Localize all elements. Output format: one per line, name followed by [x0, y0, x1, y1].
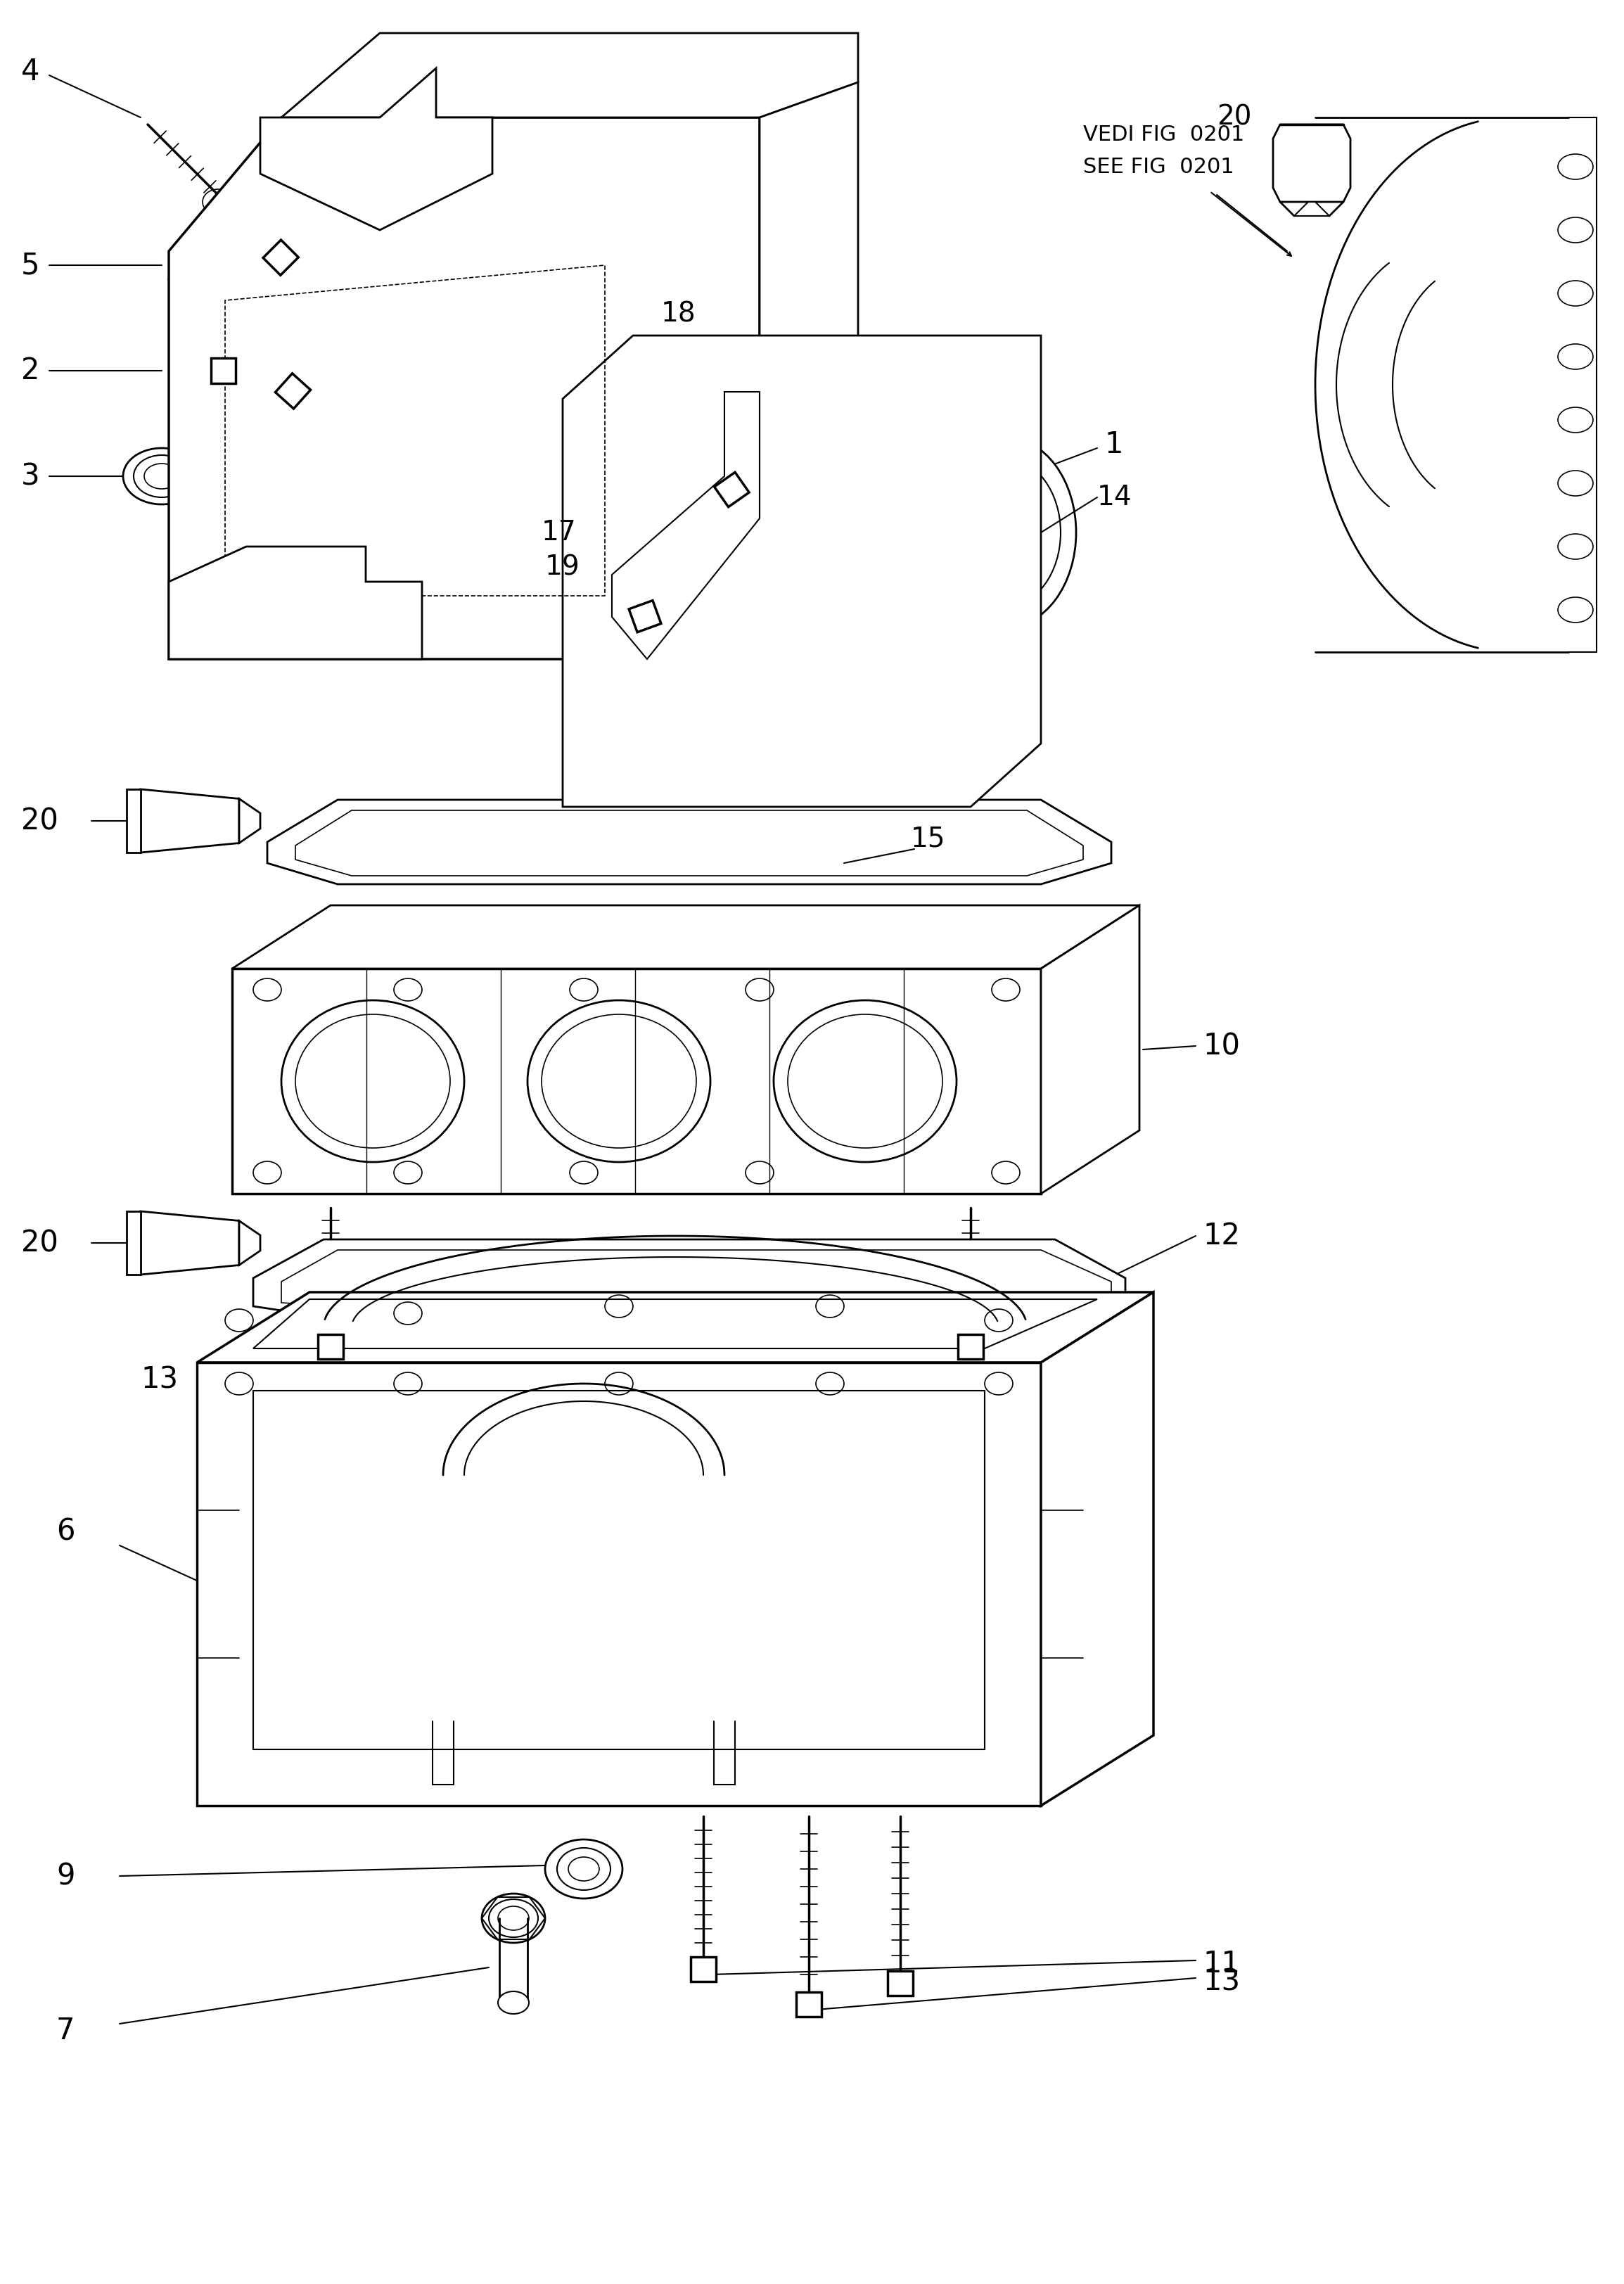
Polygon shape — [239, 799, 260, 843]
Polygon shape — [318, 1334, 343, 1359]
Polygon shape — [197, 1293, 1153, 1364]
Text: 10: 10 — [1203, 1030, 1241, 1060]
Polygon shape — [127, 1211, 141, 1274]
Text: 2: 2 — [21, 356, 39, 386]
Ellipse shape — [489, 1900, 538, 1937]
Ellipse shape — [528, 1000, 710, 1163]
Polygon shape — [276, 372, 310, 409]
Ellipse shape — [952, 459, 1060, 605]
Text: 20: 20 — [21, 1229, 58, 1258]
Text: 18: 18 — [661, 301, 697, 329]
Ellipse shape — [773, 1000, 957, 1163]
Text: VEDI FIG  0201: VEDI FIG 0201 — [1083, 126, 1244, 146]
Ellipse shape — [317, 208, 612, 589]
Polygon shape — [169, 546, 422, 660]
Polygon shape — [239, 1220, 260, 1265]
Text: 20: 20 — [21, 806, 58, 836]
Polygon shape — [268, 799, 1111, 884]
Polygon shape — [260, 69, 492, 231]
Polygon shape — [211, 359, 235, 384]
Ellipse shape — [557, 1848, 611, 1891]
Ellipse shape — [788, 1014, 942, 1149]
Ellipse shape — [568, 1857, 599, 1882]
Polygon shape — [232, 904, 1140, 968]
Text: 7: 7 — [57, 2017, 75, 2046]
Text: 1: 1 — [1104, 429, 1122, 459]
Polygon shape — [1041, 1293, 1153, 1807]
Polygon shape — [1273, 126, 1351, 201]
Polygon shape — [169, 116, 760, 660]
Polygon shape — [253, 1391, 984, 1750]
Text: 12: 12 — [1203, 1222, 1239, 1252]
Polygon shape — [628, 601, 661, 633]
Polygon shape — [127, 790, 141, 852]
Ellipse shape — [654, 384, 950, 765]
Text: 17: 17 — [541, 518, 577, 546]
Polygon shape — [796, 1992, 822, 2017]
Ellipse shape — [676, 409, 929, 740]
Polygon shape — [888, 1971, 913, 1996]
Text: 13: 13 — [1203, 1967, 1241, 1996]
Polygon shape — [612, 393, 760, 660]
Polygon shape — [958, 1334, 983, 1359]
Polygon shape — [715, 473, 749, 507]
Polygon shape — [281, 32, 857, 116]
Ellipse shape — [123, 448, 200, 505]
Text: 13: 13 — [141, 1366, 179, 1396]
Text: 19: 19 — [546, 555, 580, 580]
Polygon shape — [690, 1957, 716, 1983]
Ellipse shape — [281, 167, 646, 630]
Polygon shape — [232, 968, 1041, 1195]
Polygon shape — [141, 790, 239, 852]
Ellipse shape — [281, 1000, 464, 1163]
Ellipse shape — [296, 1014, 450, 1149]
Ellipse shape — [499, 1907, 529, 1930]
Text: 3: 3 — [21, 461, 41, 491]
Polygon shape — [562, 336, 1041, 806]
Polygon shape — [253, 1240, 1125, 1318]
Polygon shape — [760, 82, 857, 518]
Text: 4: 4 — [21, 57, 39, 87]
Polygon shape — [141, 1211, 239, 1274]
Ellipse shape — [546, 1839, 622, 1898]
Text: 15: 15 — [911, 825, 945, 852]
Polygon shape — [253, 1300, 1098, 1348]
Ellipse shape — [499, 1992, 529, 2014]
Polygon shape — [1294, 201, 1330, 217]
Ellipse shape — [482, 1893, 546, 1944]
Polygon shape — [197, 1364, 1041, 1807]
Polygon shape — [263, 240, 299, 274]
Ellipse shape — [145, 464, 179, 489]
Ellipse shape — [133, 455, 190, 498]
Text: 11: 11 — [1203, 1948, 1241, 1978]
Ellipse shape — [935, 439, 1077, 628]
Ellipse shape — [541, 1014, 697, 1149]
Polygon shape — [1041, 904, 1140, 1195]
Text: 9: 9 — [57, 1861, 75, 1891]
Text: SEE FIG  0201: SEE FIG 0201 — [1083, 158, 1234, 176]
Text: 20: 20 — [1216, 105, 1252, 130]
Text: 14: 14 — [1098, 484, 1132, 512]
Text: 6: 6 — [57, 1517, 75, 1546]
Text: 5: 5 — [21, 251, 39, 281]
